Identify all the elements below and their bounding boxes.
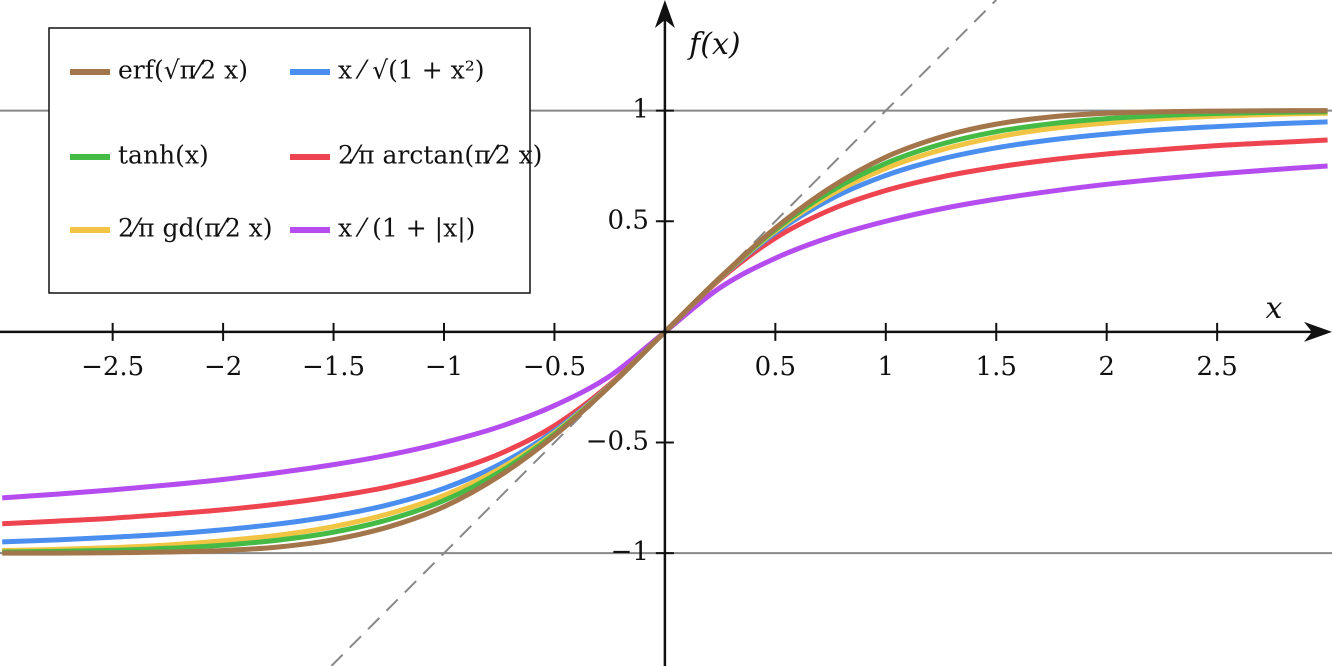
y-axis-arrow [654, 0, 675, 28]
x-tick-label: −1 [425, 352, 463, 382]
x-tick-label: −2.5 [81, 352, 144, 382]
x-tick-label: −2 [204, 352, 242, 382]
x-tick-label: 0.5 [755, 352, 796, 382]
x-tick-label: −0.5 [523, 352, 586, 382]
legend-label: 2⁄π gd(π⁄2 x) [118, 214, 273, 243]
x-tick-label: 1.5 [976, 352, 1017, 382]
legend: erf(√π⁄2 x) tanh(x) 2⁄π gd(π⁄2 x) x ⁄ √(1 +… [48, 27, 542, 294]
y-axis-label: f(x) [687, 27, 740, 62]
x-tick-label: 2 [1098, 352, 1115, 382]
x-tick-label: 2.5 [1196, 352, 1237, 382]
legend-label: erf(√π⁄2 x) [118, 56, 248, 85]
x-axis-arrow [1304, 321, 1332, 342]
x-axis-label: x [1266, 291, 1283, 326]
legend-label: x ⁄ (1 + |x|) [338, 214, 475, 244]
legend-label: 2⁄π arctan(π⁄2 x) [338, 141, 542, 170]
y-tick-label: −1 [611, 537, 649, 567]
legend-label: tanh(x) [118, 141, 209, 170]
x-tick-label: −1.5 [302, 352, 365, 382]
legend-label: x ⁄ √(1 + x²) [338, 56, 484, 85]
y-tick-label: −0.5 [586, 427, 649, 457]
legend-box [48, 27, 531, 294]
y-tick-label: 0.5 [608, 205, 649, 235]
y-tick-label: 1 [632, 95, 649, 125]
x-tick-label: 1 [878, 352, 895, 382]
